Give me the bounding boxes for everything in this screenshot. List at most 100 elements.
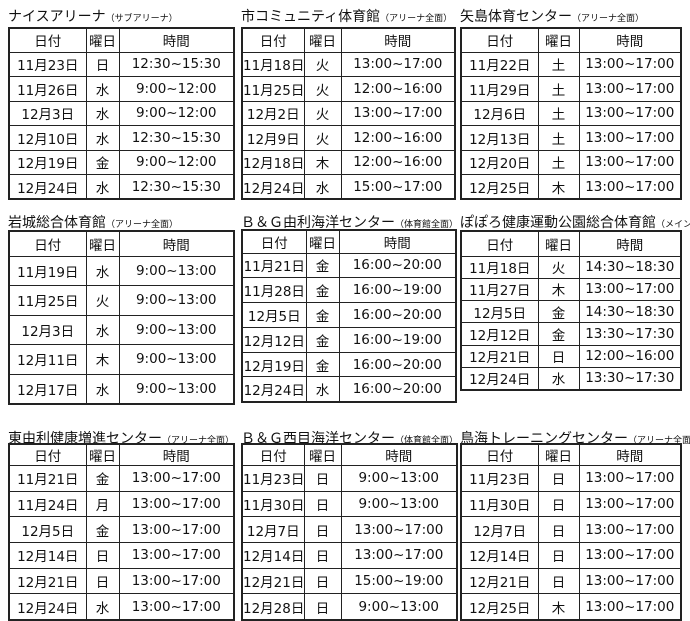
venue-name: ナイスアリーナ (8, 9, 106, 25)
schedule-cell: 11月28日 (241, 277, 307, 304)
schedule-cell: 14:30~18:30 (578, 300, 682, 324)
schedule-row: 11月28日金 16:00~19:00 (241, 277, 457, 304)
venue-note: （アリーナ全面） (162, 436, 235, 446)
schedule-cell: 水 (85, 314, 120, 345)
schedule-row: 11月29日土 13:00~17:00 (460, 76, 682, 102)
schedule-cell: 13:00~17:00 (578, 125, 682, 151)
schedule-row: 12月24日水 13:30~17:30 (460, 366, 682, 391)
schedule-row: 12月6日土 13:00~17:00 (460, 100, 682, 126)
header-cell: 日付 (241, 27, 305, 53)
schedule-row: 12月24日水 16:00~20:00 (241, 376, 457, 403)
schedule-row: 12月12日金 13:30~17:30 (460, 322, 682, 346)
schedule-row: 12月24日水 12:30~15:30 (8, 174, 235, 200)
schedule-cell: 9:00~13:00 (340, 465, 458, 492)
schedule-row: 12月21日日 12:00~16:00 (460, 344, 682, 368)
header-row: 日付 曜日 時間 (460, 443, 682, 466)
schedule-row: 11月27日木 13:00~17:00 (460, 277, 682, 302)
venue-note: （アリーナ全面） (380, 14, 453, 24)
schedule-row: 12月5日金 14:30~18:30 (460, 300, 682, 324)
schedule-cell: 火 (303, 51, 342, 77)
schedule-table: 日付 曜日 時間 11月21日金 13:00~17:00 11月24日月 13:00~17:… (8, 443, 235, 621)
schedule-cell: 13:00~17:00 (118, 567, 235, 595)
schedule-cell: 金 (85, 516, 120, 544)
schedule-row: 11月30日日 9:00~13:00 (241, 490, 458, 518)
schedule-cell: 11月25日 (241, 76, 305, 102)
schedule-cell: 金 (537, 300, 580, 324)
schedule-cell: 13:00~17:00 (578, 76, 682, 102)
schedule-row: 12月25日木 13:00~17:00 (460, 593, 682, 621)
panel-title: 岩城総合体育館（アリーナ全面） (8, 212, 178, 232)
schedule-cell: 16:00~20:00 (338, 302, 457, 328)
schedule-row: 12月20日土 13:00~17:00 (460, 149, 682, 175)
header-cell: 日付 (8, 230, 87, 257)
schedule-cell: 日 (303, 490, 342, 518)
header-cell: 曜日 (85, 443, 120, 466)
schedule-cell: 11月29日 (460, 76, 539, 102)
schedule-row: 12月3日水 9:00~12:00 (8, 100, 235, 126)
schedule-cell: 金 (305, 302, 340, 328)
schedule-cell: 13:00~17:00 (578, 277, 682, 302)
schedule-cell: 日 (303, 567, 342, 595)
schedule-cell: 9:00~13:00 (118, 255, 235, 286)
header-cell: 時間 (118, 443, 235, 466)
schedule-row: 12月17日水 9:00~13:00 (8, 373, 235, 404)
schedule-cell: 13:00~17:00 (118, 593, 235, 621)
schedule-cell: 16:00~20:00 (338, 252, 457, 279)
schedule-cell: 13:00~17:00 (578, 51, 682, 77)
schedule-cell: 9:00~13:00 (118, 314, 235, 345)
schedule-row: 11月22日土 13:00~17:00 (460, 51, 682, 77)
schedule-cell: 15:00~17:00 (340, 174, 456, 200)
header-cell: 日付 (8, 443, 87, 466)
header-cell: 日付 (460, 443, 539, 466)
schedule-cell: 金 (305, 252, 340, 279)
schedule-cell: 12月12日 (460, 322, 539, 346)
schedule-row: 11月18日火 14:30~18:30 (460, 255, 682, 279)
schedule-cell: 11月23日 (241, 465, 305, 492)
schedule-cell: 12月17日 (8, 373, 87, 404)
schedule-cell: 16:00~20:00 (338, 351, 457, 378)
panel-title: 市コミュニティ体育館（アリーナ全面） (241, 6, 452, 26)
venue-name: 矢島体育センター (460, 9, 572, 25)
schedule-table: 日付 曜日 時間 11月18日火 14:30~18:30 11月27日木 13:00~17:… (460, 230, 682, 391)
header-row: 日付 曜日 時間 (8, 443, 235, 466)
schedule-cell: 13:30~17:30 (578, 322, 682, 346)
schedule-cell: 13:00~17:00 (118, 516, 235, 544)
schedule-cell: 土 (537, 149, 580, 175)
schedule-cell: 11月18日 (460, 255, 539, 279)
header-cell: 時間 (340, 27, 456, 53)
header-row: 日付 曜日 時間 (8, 230, 235, 257)
schedule-cell: 12月20日 (460, 149, 539, 175)
schedule-cell: 日 (303, 465, 342, 492)
venue-note: （体育館全面） (395, 436, 459, 446)
schedule-cell: 火 (303, 76, 342, 102)
schedule-cell: 日 (303, 516, 342, 544)
schedule-cell: 13:00~17:00 (340, 542, 458, 569)
schedule-row: 11月21日金 13:00~17:00 (8, 465, 235, 492)
schedule-cell: 土 (537, 125, 580, 151)
schedule-cell: 土 (537, 76, 580, 102)
schedule-cell: 水 (303, 174, 342, 200)
schedule-cell: 13:00~17:00 (578, 593, 682, 621)
schedule-row: 12月11日木 9:00~13:00 (8, 344, 235, 375)
schedule-cell: 金 (85, 149, 120, 175)
schedule-cell: 日 (85, 542, 120, 569)
schedule-cell: 金 (305, 351, 340, 378)
schedule-cell: 13:00~17:00 (578, 100, 682, 126)
schedule-cell: 木 (303, 149, 342, 175)
schedule-row: 11月30日日 13:00~17:00 (460, 490, 682, 518)
schedule-cell: 水 (85, 593, 120, 621)
header-cell: 時間 (118, 230, 235, 257)
schedule-row: 11月23日日 9:00~13:00 (241, 465, 458, 492)
schedule-row: 12月24日水 15:00~17:00 (241, 174, 456, 200)
schedule-cell: 12月14日 (241, 542, 305, 569)
schedule-cell: 11月30日 (460, 490, 539, 518)
header-cell: 曜日 (303, 443, 342, 466)
schedule-cell: 水 (85, 373, 120, 404)
venue-note: （サブアリーナ） (105, 14, 178, 24)
schedule-cell: 9:00~12:00 (118, 100, 235, 126)
schedule-cell: 13:00~17:00 (118, 465, 235, 492)
schedule-cell: 12:30~15:30 (118, 174, 235, 200)
schedule-cell: 11月18日 (241, 51, 305, 77)
schedule-cell: 13:00~17:00 (578, 490, 682, 518)
schedule-row: 12月5日金 13:00~17:00 (8, 516, 235, 544)
